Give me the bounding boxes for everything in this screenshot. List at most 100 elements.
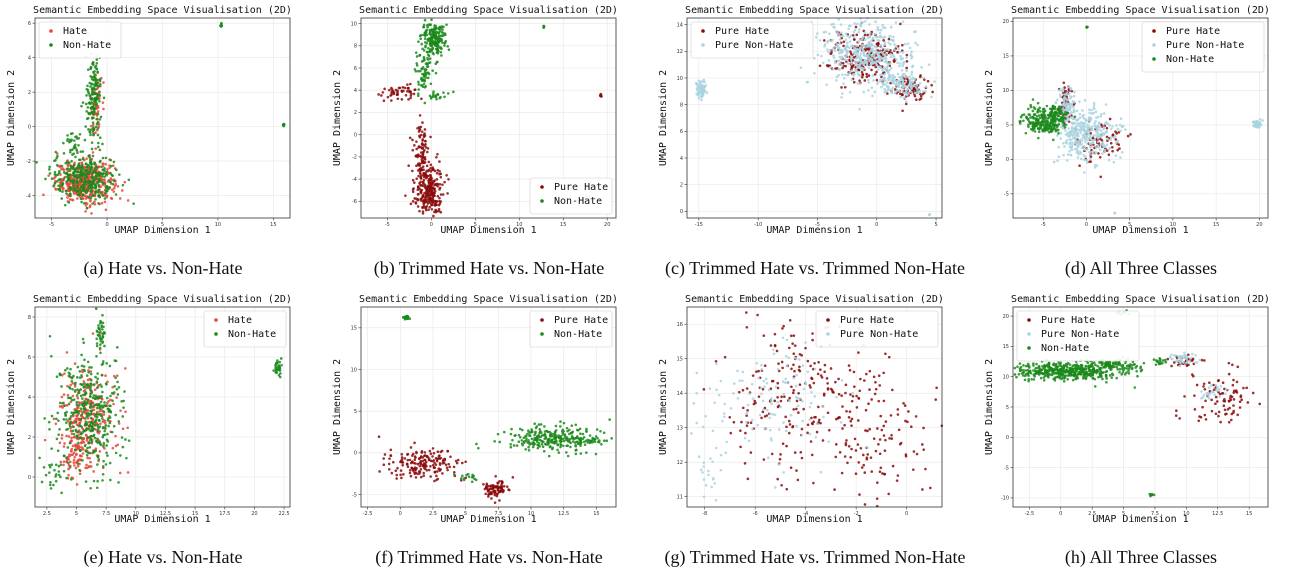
- data-point: [1018, 120, 1022, 123]
- data-point: [901, 89, 904, 92]
- data-point: [70, 432, 74, 436]
- data-point: [103, 197, 107, 200]
- data-point: [1049, 118, 1053, 121]
- chart-title: Semantic Embedding Space Visualisation (…: [359, 5, 618, 16]
- data-point: [882, 76, 885, 79]
- data-point: [411, 169, 414, 173]
- y-tick-label: 4: [354, 88, 357, 94]
- data-point: [87, 420, 91, 424]
- data-point: [880, 85, 883, 89]
- data-point: [1027, 113, 1031, 116]
- data-point: [421, 459, 425, 463]
- points: [694, 16, 936, 217]
- data-point: [1258, 118, 1262, 121]
- data-point: [432, 466, 436, 469]
- data-point: [96, 406, 99, 410]
- data-point: [87, 128, 90, 131]
- data-point: [390, 91, 393, 95]
- x-axis-label: UMAP Dimension 1: [440, 225, 536, 236]
- data-point: [1104, 103, 1108, 106]
- data-point: [700, 91, 703, 95]
- data-point: [92, 394, 96, 397]
- y-tick-label: 4: [28, 55, 31, 61]
- y-tick-label: 8: [354, 44, 357, 50]
- data-point: [92, 383, 96, 386]
- data-point: [855, 44, 859, 48]
- data-point: [1070, 145, 1074, 149]
- legend-box: [529, 177, 613, 215]
- data-point: [854, 66, 857, 69]
- data-point: [832, 56, 836, 59]
- data-point: [96, 429, 100, 433]
- data-point: [426, 25, 430, 29]
- data-point: [389, 454, 392, 457]
- data-point: [49, 480, 52, 484]
- data-point: [104, 162, 108, 166]
- data-point: [74, 420, 78, 424]
- data-point: [423, 199, 427, 202]
- data-point: [71, 387, 74, 391]
- data-point: [91, 406, 94, 409]
- data-point: [79, 394, 83, 398]
- legend-label: Pure Non-Hate: [715, 40, 793, 51]
- data-point: [1069, 95, 1073, 99]
- data-point: [68, 441, 72, 445]
- data-point: [816, 53, 820, 57]
- data-point: [78, 174, 81, 178]
- data-point: [77, 193, 81, 196]
- data-point: [1093, 166, 1097, 169]
- data-point: [52, 184, 55, 188]
- data-point: [416, 205, 420, 208]
- data-point: [444, 463, 448, 467]
- data-point: [87, 164, 90, 168]
- data-point: [62, 418, 66, 421]
- data-point: [911, 76, 915, 79]
- data-point: [898, 64, 901, 68]
- x-tick-label: 15: [560, 222, 566, 228]
- data-point: [423, 101, 427, 105]
- data-point: [102, 434, 105, 437]
- data-point: [416, 153, 420, 157]
- data-point: [58, 441, 62, 445]
- data-point: [422, 471, 426, 475]
- data-point: [409, 474, 413, 478]
- data-point: [64, 368, 67, 372]
- data-point: [824, 30, 828, 34]
- data-point: [1078, 139, 1081, 142]
- y-axis-label: UMAP Dimension 2: [6, 359, 17, 455]
- data-point: [1056, 134, 1059, 137]
- data-point: [436, 152, 439, 156]
- data-point: [1032, 113, 1036, 116]
- data-point: [413, 455, 417, 458]
- data-point: [844, 54, 848, 58]
- data-point: [1105, 130, 1109, 134]
- y-tick-label: 2: [354, 110, 357, 116]
- scatter-plot-b: Semantic Embedding Space Visualisation (…: [332, 5, 618, 236]
- data-point: [87, 195, 90, 199]
- y-tick-label: -6: [352, 199, 357, 205]
- data-point: [72, 432, 76, 436]
- data-point: [55, 375, 59, 378]
- data-point: [443, 44, 446, 47]
- data-point: [415, 164, 418, 168]
- data-point: [427, 468, 431, 472]
- x-tick-label: 20: [1256, 222, 1262, 228]
- data-point: [425, 62, 429, 65]
- data-point: [446, 45, 450, 48]
- data-point: [399, 469, 403, 472]
- data-point: [853, 22, 856, 25]
- data-point: [849, 58, 853, 62]
- data-point: [429, 170, 433, 173]
- points: [35, 21, 286, 215]
- data-point: [886, 92, 889, 95]
- data-point: [857, 40, 860, 43]
- data-point: [110, 391, 114, 395]
- data-point: [701, 80, 704, 83]
- data-point: [101, 417, 104, 420]
- data-point: [870, 43, 874, 47]
- data-point: [431, 196, 434, 200]
- data-point: [1107, 158, 1111, 162]
- data-point: [67, 473, 70, 477]
- data-point: [87, 428, 90, 431]
- data-point: [842, 40, 846, 44]
